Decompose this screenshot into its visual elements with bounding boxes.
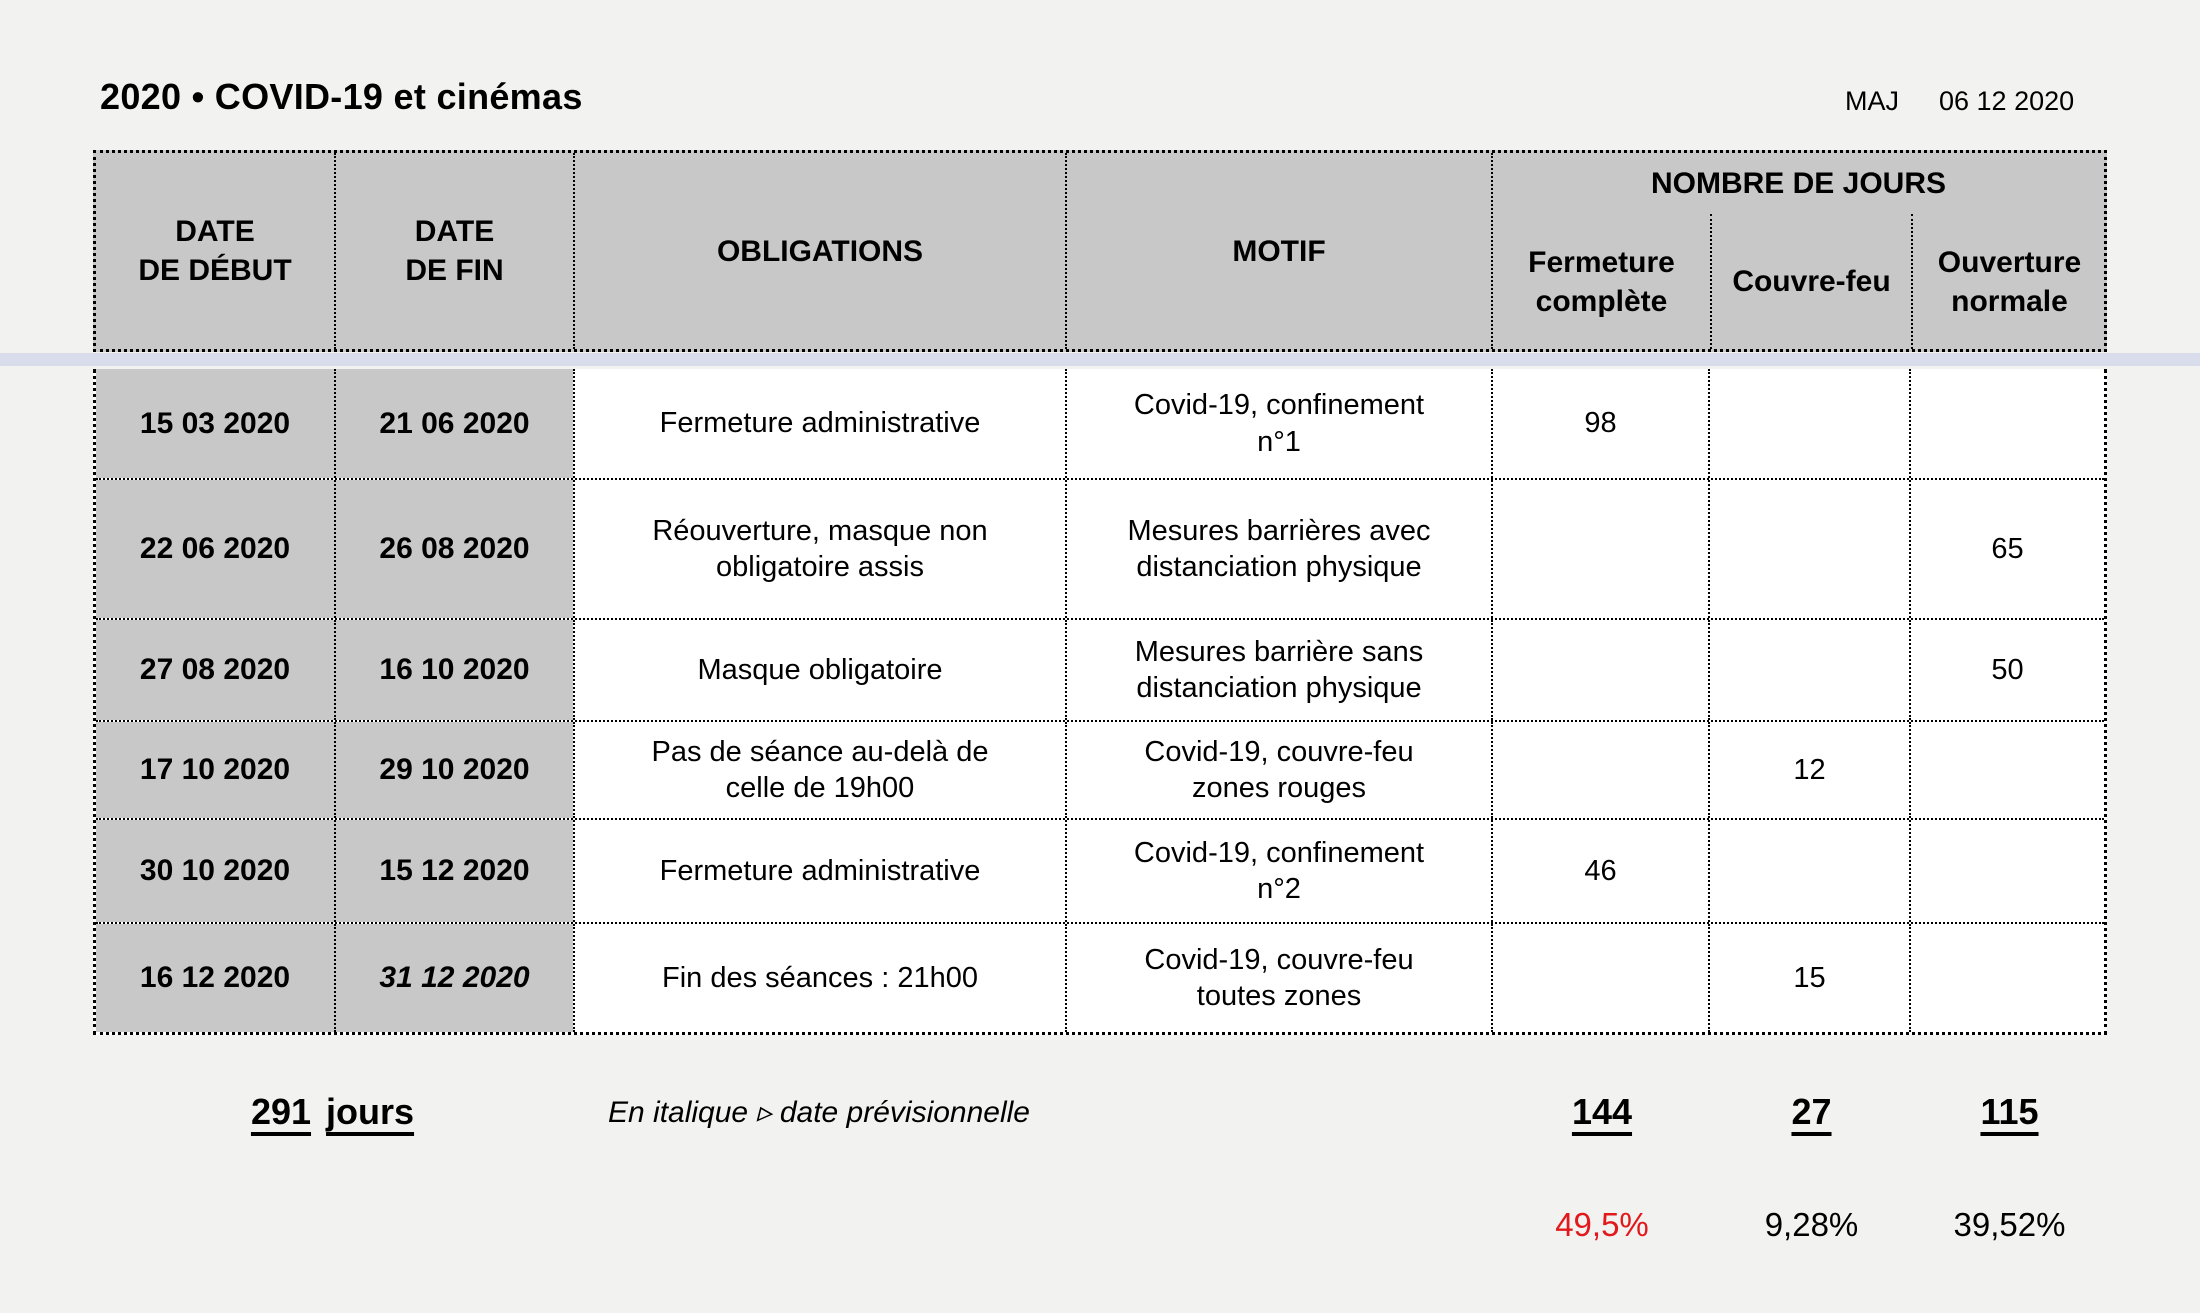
total-ouverture-value: 115	[1980, 1091, 2039, 1132]
total-fermeture: 144	[1493, 1089, 1711, 1135]
total-days: 291 jours	[93, 1089, 572, 1135]
header-date-debut: DATE DE DÉBUT	[138, 215, 292, 287]
header-subcolumns: Fermeture complète Couvre-feu Ouverture …	[1493, 214, 2104, 349]
header-obligations: OBLIGATIONS	[573, 153, 1065, 349]
cell-motif: Covid-19, confinement n°1	[1065, 369, 1491, 478]
cell-fermeture	[1491, 924, 1708, 1032]
header-ouverture-normale: Ouverture normale	[1911, 214, 2106, 349]
cell-date-fin: 16 10 2020	[334, 620, 573, 720]
cell-ouverture	[1909, 722, 2104, 818]
cell-date-debut: 30 10 2020	[96, 820, 334, 922]
cell-motif: Covid-19, confinement n°2	[1065, 820, 1491, 922]
total-couvre-feu: 27	[1711, 1089, 1912, 1135]
cell-date-fin-previsionnelle: 31 12 2020	[334, 924, 573, 1032]
cell-couvre-feu	[1708, 480, 1909, 618]
cell-couvre-feu	[1708, 620, 1909, 720]
cell-motif: Covid-19, couvre-feu zones rouges	[1065, 722, 1491, 818]
table-row: 22 06 2020 26 08 2020 Réouverture, masqu…	[96, 478, 2104, 618]
cell-date-fin: 26 08 2020	[334, 480, 573, 618]
legend-note: En italique ▹ date prévisionnelle	[608, 1095, 1030, 1129]
cell-obligations: Réouverture, masque non obligatoire assi…	[573, 480, 1065, 618]
cell-obligations: Pas de séance au-delà de celle de 19h00	[573, 722, 1065, 818]
pct-fermeture: 49,5%	[1555, 1206, 1649, 1243]
cell-fermeture: 46	[1491, 820, 1708, 922]
cell-fermeture	[1491, 722, 1708, 818]
cell-obligations: Fermeture administrative	[573, 369, 1065, 478]
header-nombre-de-jours: NOMBRE DE JOURS	[1650, 166, 1947, 200]
cell-date-fin: 15 12 2020	[334, 820, 573, 922]
cell-date-debut: 22 06 2020	[96, 480, 334, 618]
total-days-unit: jours	[326, 1091, 415, 1132]
last-updated: MAJ 06 12 2020	[1845, 86, 2074, 117]
table-row: 30 10 2020 15 12 2020 Fermeture administ…	[96, 818, 2104, 922]
maj-date: 06 12 2020	[1939, 86, 2075, 116]
pct-ouverture: 39,52%	[1953, 1206, 2066, 1243]
cell-ouverture	[1909, 924, 2104, 1032]
header-motif: MOTIF	[1065, 153, 1491, 349]
table-body: 15 03 2020 21 06 2020 Fermeture administ…	[93, 369, 2107, 1035]
table-row: 16 12 2020 31 12 2020 Fin des séances : …	[96, 922, 2104, 1032]
pct-couvre-feu: 9,28%	[1764, 1206, 1859, 1243]
cell-obligations: Fin des séances : 21h00	[573, 924, 1065, 1032]
cell-motif: Covid-19, couvre-feu toutes zones	[1065, 924, 1491, 1032]
cell-ouverture: 50	[1909, 620, 2104, 720]
cell-obligations: Fermeture administrative	[573, 820, 1065, 922]
total-fermeture-value: 144	[1571, 1091, 1633, 1132]
cell-couvre-feu: 15	[1708, 924, 1909, 1032]
cell-date-fin: 21 06 2020	[334, 369, 573, 478]
cell-ouverture	[1909, 820, 2104, 922]
cell-motif: Mesures barrières avec distanciation phy…	[1065, 480, 1491, 618]
cell-date-fin: 29 10 2020	[334, 722, 573, 818]
cell-ouverture: 65	[1909, 480, 2104, 618]
table-header: DATE DE DÉBUT DATE DE FIN OBLIGATIONS MO…	[93, 150, 2107, 352]
cell-couvre-feu: 12	[1708, 722, 1909, 818]
cell-ouverture	[1909, 369, 2104, 478]
cell-date-debut: 27 08 2020	[96, 620, 334, 720]
cell-fermeture: 98	[1491, 369, 1708, 478]
total-ouverture: 115	[1912, 1089, 2107, 1135]
table-row: 17 10 2020 29 10 2020 Pas de séance au-d…	[96, 720, 2104, 818]
page-title: 2020 • COVID-19 et cinémas	[100, 76, 583, 117]
header-nombre-de-jours-group: NOMBRE DE JOURS Fermeture complète Couvr…	[1491, 153, 2104, 349]
cell-obligations: Masque obligatoire	[573, 620, 1065, 720]
table-row: 27 08 2020 16 10 2020 Masque obligatoire…	[96, 618, 2104, 720]
maj-label: MAJ	[1845, 86, 1899, 116]
header-couvre-feu: Couvre-feu	[1710, 214, 1911, 349]
total-couvre-feu-value: 27	[1791, 1091, 1832, 1132]
cell-date-debut: 17 10 2020	[96, 722, 334, 818]
header-fermeture-complete: Fermeture complète	[1528, 245, 1675, 318]
cell-couvre-feu	[1708, 369, 1909, 478]
header-separator-band	[0, 353, 2200, 366]
header-date-fin: DATE DE FIN	[334, 153, 573, 349]
cell-couvre-feu	[1708, 820, 1909, 922]
cell-fermeture	[1491, 620, 1708, 720]
total-days-value: 291	[250, 1091, 312, 1132]
cell-date-debut: 16 12 2020	[96, 924, 334, 1032]
cell-date-debut: 15 03 2020	[96, 369, 334, 478]
table-row: 15 03 2020 21 06 2020 Fermeture administ…	[96, 369, 2104, 478]
cell-motif: Mesures barrière sans distanciation phys…	[1065, 620, 1491, 720]
cell-fermeture	[1491, 480, 1708, 618]
